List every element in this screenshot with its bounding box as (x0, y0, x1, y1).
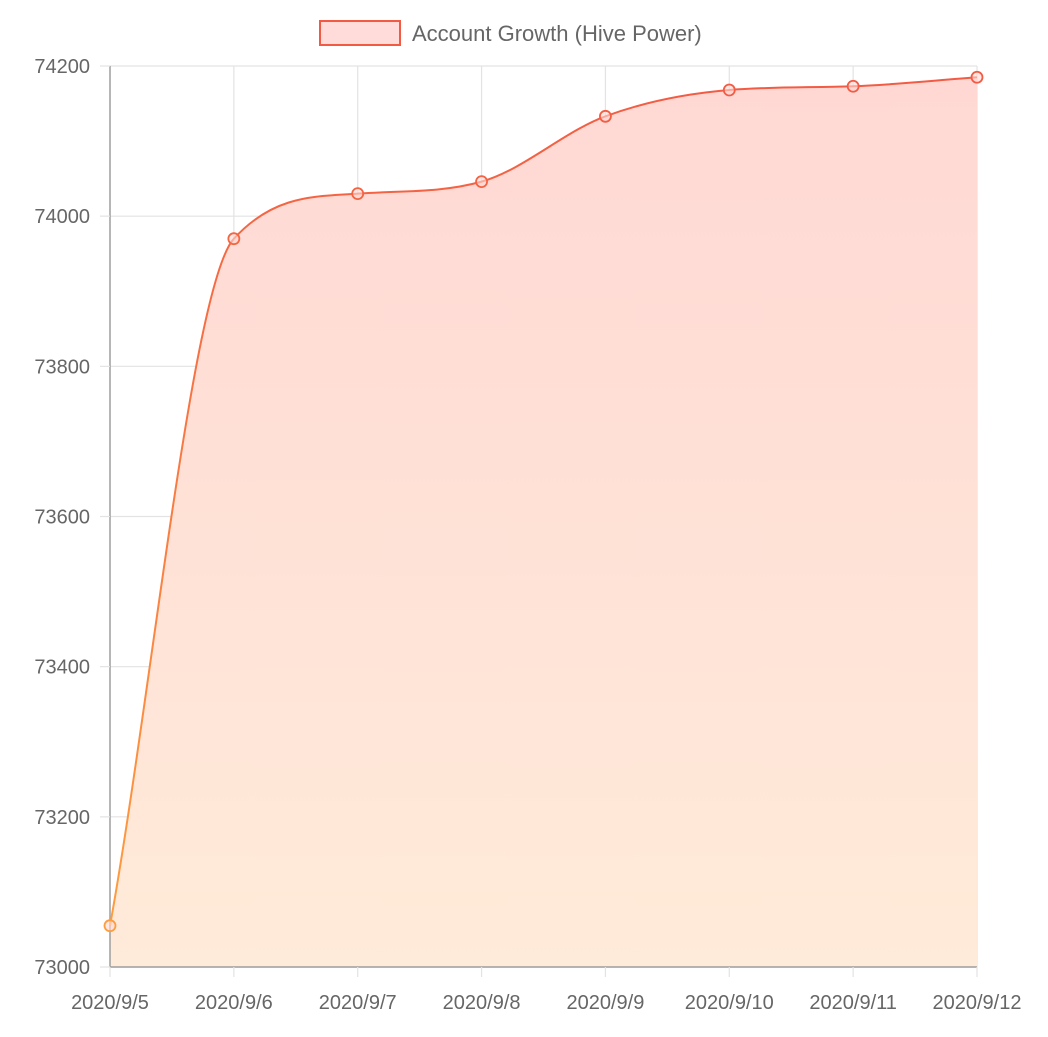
data-point (351, 187, 365, 201)
data-point (227, 232, 241, 246)
area-fill-layer (110, 77, 977, 967)
x-tick-label: 2020/9/9 (566, 992, 644, 1014)
x-tick-label: 2020/9/10 (685, 992, 774, 1014)
legend-swatch[interactable] (319, 20, 401, 46)
legend[interactable]: Account Growth (Hive Power) (319, 20, 702, 46)
x-tick-label: 2020/9/11 (809, 992, 897, 1014)
x-tick-label: 2020/9/12 (933, 992, 1022, 1014)
y-tick-label: 74200 (34, 56, 90, 78)
x-tick-label: 2020/9/6 (195, 992, 273, 1014)
y-tick-label: 74000 (34, 206, 90, 228)
y-tick-label: 73200 (34, 807, 90, 829)
x-axis-ticks: 2020/9/5 2020/9/6 2020/9/7 2020/9/8 2020/9/9… (71, 967, 1021, 1014)
y-tick-label: 73800 (34, 356, 90, 378)
x-tick-label: 2020/9/5 (71, 992, 149, 1014)
data-point (722, 83, 736, 97)
x-tick-label: 2020/9/8 (443, 992, 521, 1014)
data-point (103, 919, 117, 933)
data-points (103, 70, 984, 933)
data-point (846, 79, 860, 93)
data-point (970, 70, 984, 84)
y-axis-ticks: 74200 74000 73800 73600 73400 73200 73000 (34, 56, 110, 979)
y-tick-label: 73600 (34, 507, 90, 529)
y-tick-label: 73000 (34, 957, 90, 979)
data-point (475, 175, 488, 189)
x-tick-label: 2020/9/7 (319, 992, 397, 1014)
legend-label[interactable]: Account Growth (Hive Power) (412, 21, 702, 46)
series-area (110, 77, 977, 967)
data-point (599, 109, 612, 123)
y-tick-label: 73400 (34, 657, 90, 679)
